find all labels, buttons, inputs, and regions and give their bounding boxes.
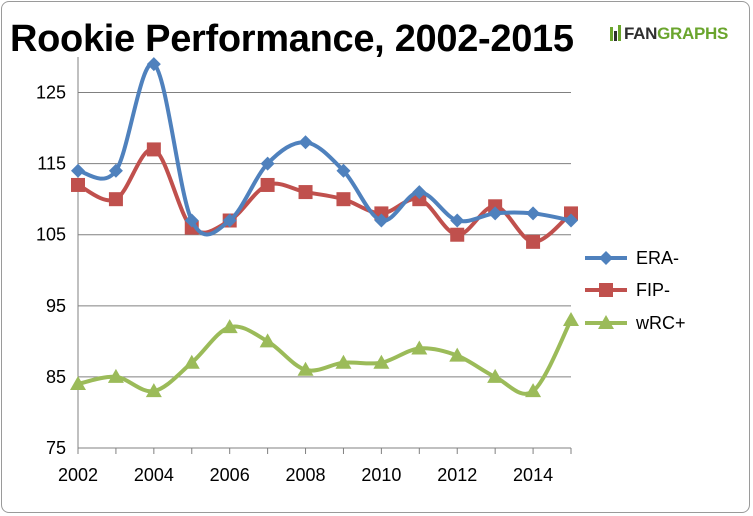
y-tick-label: 115 [37,154,66,174]
data-point-fip [450,227,465,242]
data-point-era [222,213,237,228]
data-point-era [412,185,427,200]
x-tick-label: 2012 [437,465,477,485]
x-tick-label: 2008 [286,465,326,485]
data-point-era [184,213,199,228]
legend-item-wrc: wRC+ [585,313,686,333]
legend-item-era: ERA- [585,248,679,268]
legend-label-wrc: wRC+ [635,313,686,333]
data-point-fip [526,234,541,249]
data-point-fip [146,142,161,157]
data-point-era [260,156,275,171]
data-point-wrc [373,354,390,369]
legend-item-fip: FIP- [585,280,670,300]
data-point-fip [298,185,313,200]
x-tick-label: 2002 [58,465,98,485]
data-point-wrc [563,312,579,327]
data-point-wrc [145,383,162,398]
data-point-era [71,163,85,178]
data-point-wrc [449,347,466,362]
data-point-era [564,213,578,228]
y-tick-label: 85 [46,367,66,387]
data-point-wrc [259,333,276,348]
data-point-wrc [335,354,352,369]
data-point-wrc [183,354,200,369]
data-point-wrc [297,361,314,376]
data-point-era [108,163,123,178]
data-point-era [450,213,465,228]
data-point-wrc [487,368,504,383]
data-point-era [146,57,161,72]
legend-marker-era [599,251,613,265]
series-line-fip [77,147,573,244]
data-point-era [374,213,389,228]
data-point-wrc [221,319,238,334]
data-point-wrc [525,383,542,398]
data-point-era [488,206,503,221]
fangraphs-logo-mark-icon [610,25,621,41]
y-tick-label: 125 [36,83,66,103]
data-point-fip [71,177,85,192]
legend-label-era: ERA- [636,248,679,268]
logo-text-graphs: GRAPHS [657,24,729,43]
x-tick-label: 2010 [361,465,401,485]
y-tick-label: 75 [46,438,66,458]
data-point-fip [260,177,275,192]
data-point-era [298,135,313,150]
y-tick-label: 95 [46,296,66,316]
x-tick-label: 2006 [210,465,250,485]
data-point-wrc [70,376,86,391]
series-fip [71,142,578,249]
data-point-fip [336,192,351,207]
data-point-wrc [107,368,124,383]
data-point-era [526,206,541,221]
y-tick-label: 105 [36,225,66,245]
data-point-era [336,163,351,178]
series-wrc [70,312,579,398]
legend-label-fip: FIP- [636,280,670,300]
data-point-fip [488,199,503,214]
data-point-fip [108,192,123,207]
fangraphs-logo: FAN GRAPHS [610,24,728,44]
chart-title: Rookie Performance, 2002-2015 [10,18,574,60]
x-tick-label: 2004 [134,465,174,485]
legend-marker-wrc [598,315,614,329]
data-point-wrc [411,340,428,355]
legend-marker-fip [599,283,613,297]
data-point-fip [412,192,427,207]
series-era [71,57,578,237]
x-tick-label: 2014 [513,465,553,485]
data-point-fip [564,206,578,221]
logo-text-fan: FAN [624,24,658,43]
